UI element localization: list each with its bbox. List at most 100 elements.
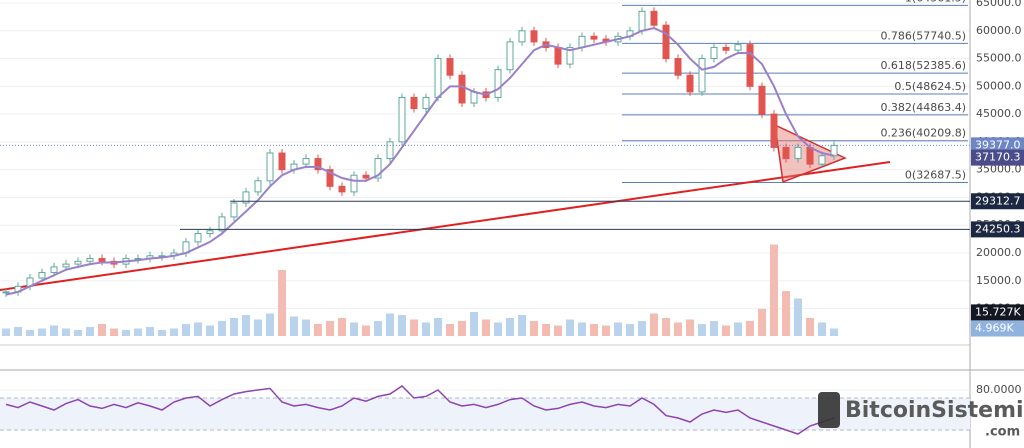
logo [818,392,840,428]
volume-bar [782,291,790,336]
watermark: BitcoinSistemi .com [818,392,1024,440]
y-tick-label: 20000.0 [976,246,1022,259]
volume-bar [182,324,190,336]
volume-bar [386,313,394,336]
candle-body [458,74,466,104]
volume-bar [290,316,298,336]
volume-bar [494,322,502,336]
volume-bar [434,318,442,336]
volume-tag-label: 4.969K [975,322,1014,335]
candle-body [794,146,802,160]
volume-bar [110,328,118,336]
volume-bar [266,313,274,336]
volume-bar [542,324,550,336]
candle-body [278,152,286,171]
volume-bar [518,315,526,336]
candle-body [818,155,826,165]
volume-bar [794,298,802,336]
volume-bar [746,321,754,336]
candle-body [374,158,382,179]
candle-body [698,58,706,93]
rsi-band [0,398,970,430]
volume-bar [122,330,130,336]
candle-body [326,169,334,187]
y-tick-label: 60000.0 [976,24,1022,37]
volume-bar [350,322,358,336]
price-tag-label: 39377.0 [975,138,1021,151]
fib-label: 0.236(40209.8) [880,127,966,140]
candle-body [554,46,562,65]
candle-body [770,113,778,148]
candle-body [578,35,586,48]
rsi-tick-label: 80.0000 [976,383,1022,396]
volume-bar [26,330,34,336]
volume-bar [530,321,538,336]
candle-body [530,30,538,43]
volume-bar [446,324,454,336]
volume-bar [2,328,10,336]
price-tag [971,221,1024,238]
volume-bar [278,270,286,336]
fib-label: 0(32687.5) [905,169,966,182]
volume-bar [62,328,70,336]
price-tag [971,193,1024,210]
volume-bar [698,324,706,336]
candle-body [254,180,262,193]
candle-body [38,271,46,279]
volume-bar [206,325,214,336]
y-tick-label: 65000.0 [976,0,1022,9]
volume-bar [314,324,322,336]
fib-label: 1(64561.5) [905,0,966,4]
y-tick-label: 15000.0 [976,274,1022,287]
watermark-text: .com [985,425,1020,440]
candle-body [494,69,502,98]
trend-line [0,161,891,291]
candle-body [386,141,394,160]
volume-tag-label: 15.727K [975,305,1021,318]
candle-body [338,185,346,193]
volume-bar [818,322,826,336]
volume-bar [722,325,730,336]
candle-body [434,58,442,98]
volume-bar [50,325,58,336]
volume-bar [14,327,22,336]
candle-body [506,41,514,71]
candle-body [470,91,478,104]
candle-body [302,158,310,165]
volume-bar [602,325,610,336]
volume-bar [566,319,574,336]
volume-bar [218,321,226,336]
candle-body [350,174,358,193]
volume-bar [806,318,814,336]
rsi-line [5,385,835,435]
candle-body [314,158,322,171]
price-tag-label: 24250.3 [975,222,1021,235]
volume-bar [506,318,514,336]
volume-bar [410,319,418,336]
candle-body [362,174,370,179]
volume-bar [302,319,310,336]
candle-body [194,233,202,243]
price-tag [971,137,1024,154]
price-tag-label: 29312.7 [975,194,1021,207]
candle-body [566,46,574,65]
volume-bar [710,321,718,336]
volume-bar [830,328,838,336]
candle-body [2,291,10,294]
volume-bar [614,322,622,336]
volume-bar [98,324,106,336]
fib-label: 0.5(48624.5) [894,80,966,93]
volume-bar [734,322,742,336]
candle-body [242,191,250,204]
candle-body [218,216,226,232]
volume-bar [86,327,94,336]
volume-bar [134,328,142,336]
volume-bar [626,324,634,336]
volume-tag [971,320,1024,337]
candle-body [398,96,406,143]
candle-body [734,44,742,51]
candle-body [662,24,670,60]
volume-bar [686,319,694,336]
